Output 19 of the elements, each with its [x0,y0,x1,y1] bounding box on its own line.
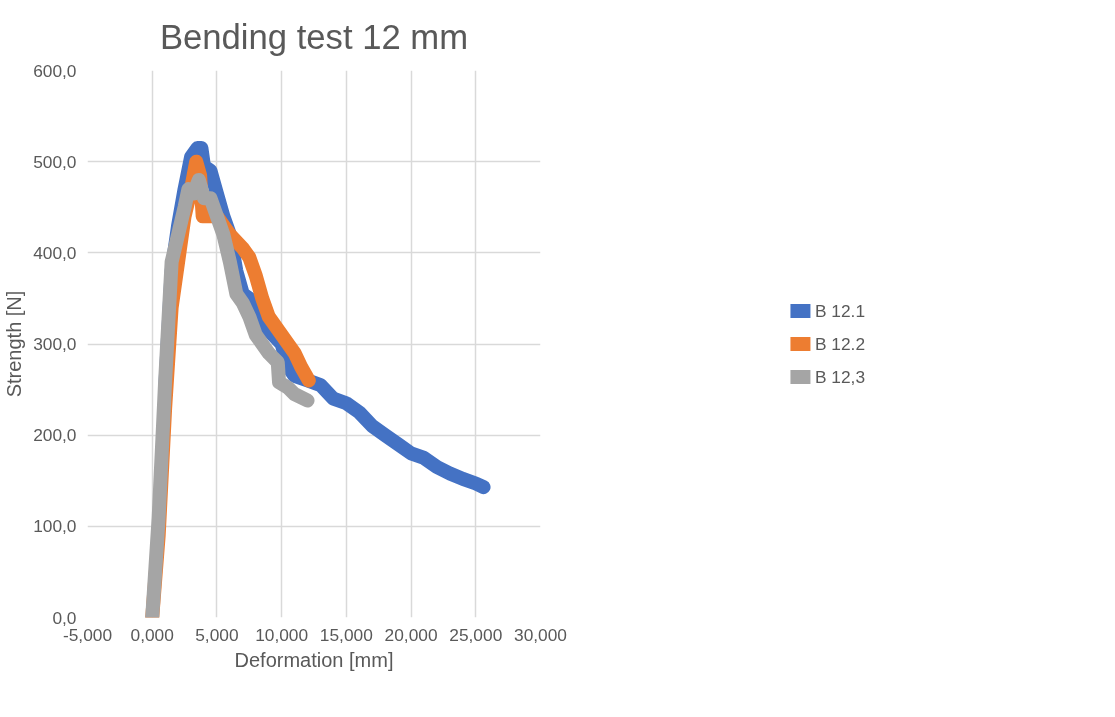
y-tick-label: 600,0 [33,60,77,81]
x-tick-label: 30,000 [514,624,567,645]
y-axis-title: Strength [N] [3,290,26,398]
x-tick-label: 5,000 [195,624,239,645]
x-tick-label: 25,000 [449,624,503,645]
y-tick-label: 100,0 [33,516,77,537]
legend-label: B 12.2 [814,333,866,354]
y-tick-label: 400,0 [33,242,77,263]
y-tick-label: 200,0 [33,425,77,446]
y-tick-label: 300,0 [33,334,77,354]
y-tick-label: 500,0 [33,151,77,172]
x-tick-label: 0,000 [130,624,174,645]
x-tick-label: 15,000 [319,624,373,645]
x-tick-label: 10,000 [255,624,309,645]
x-axis-title: Deformation [mm] [234,648,394,671]
chart-title: Bending test 12 mm [159,17,469,56]
legend-label: B 12.1 [814,300,866,321]
x-tick-label: 20,000 [384,624,438,645]
legend-label: B 12,3 [814,366,866,387]
